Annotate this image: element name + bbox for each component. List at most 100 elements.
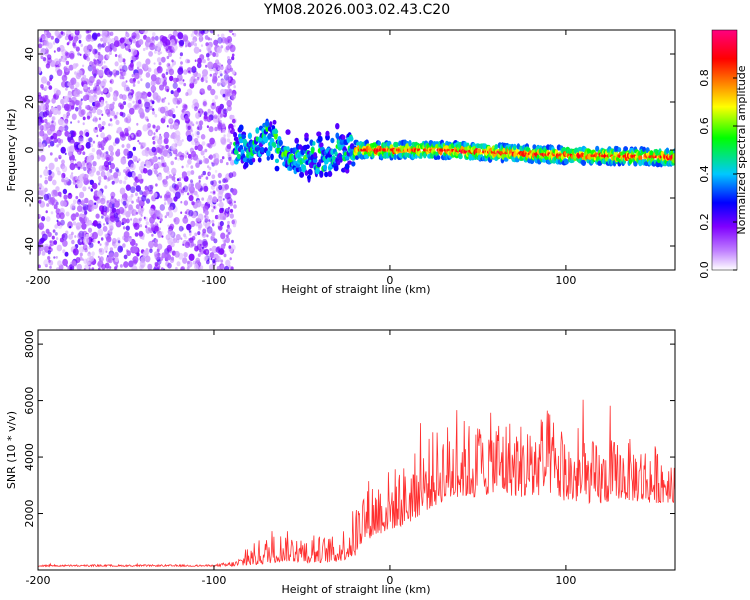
spectrogram-noise-cell — [44, 176, 47, 180]
spectrogram-noise-cell — [210, 257, 213, 261]
spectrogram-noise-cell — [179, 52, 183, 57]
spectrogram-noise-cell — [228, 30, 233, 33]
spectrogram-noise-cell — [66, 104, 72, 112]
spectrogram-noise-cell — [133, 222, 140, 230]
spectrogram-noise-cell — [189, 196, 194, 202]
spectrogram-noise-cell — [70, 139, 74, 144]
spectrogram-noise-cell — [90, 188, 94, 192]
spectrogram-noise-cell — [52, 41, 56, 45]
spectrogram-noise-cell — [74, 235, 77, 238]
spectrogram-noise-cell — [83, 258, 88, 264]
spectrogram-noise-cell — [132, 255, 139, 264]
spectrogram-noise-cell — [229, 202, 233, 207]
spectrogram-noise-cell — [217, 195, 223, 202]
spectrogram-noise-cell — [208, 154, 213, 160]
spectrogram-noise-cell — [92, 182, 98, 190]
spectrogram-signal-cell — [476, 148, 482, 154]
spectrogram-noise-cell — [139, 112, 145, 119]
spectrogram-noise-cell — [74, 180, 77, 183]
spectrogram-noise-cell — [103, 60, 106, 64]
spectrogram-noise-cell — [226, 192, 232, 200]
spectrogram-noise-cell — [68, 134, 72, 138]
spectrogram-signal-cell — [312, 141, 316, 146]
spectrogram-noise-cell — [139, 30, 144, 33]
spectrogram-noise-cell — [119, 104, 125, 110]
spectrogram-cells — [38, 30, 675, 270]
spectrogram-noise-cell — [127, 196, 133, 203]
spectrogram-noise-cell — [218, 184, 223, 191]
spectrogram-signal-cell — [238, 138, 244, 144]
spectrogram-noise-cell — [95, 88, 102, 95]
spectrogram-noise-cell — [185, 164, 189, 168]
spectrogram-noise-cell — [193, 30, 198, 35]
spectrogram-noise-cell — [133, 217, 138, 224]
spectrogram-noise-cell — [200, 150, 205, 156]
spectrogram-noise-cell — [172, 82, 178, 89]
spectrogram-noise-cell — [97, 255, 100, 259]
spectrogram-noise-cell — [110, 197, 116, 204]
spectrogram-noise-cell — [96, 170, 101, 176]
spectrogram-noise-cell — [109, 215, 116, 223]
spectrogram-noise-cell — [231, 114, 235, 119]
spectrogram-noise-cell — [166, 55, 170, 60]
spectrogram-noise-cell — [41, 233, 48, 241]
spectrogram-noise-cell — [44, 86, 48, 90]
spectrogram-noise-cell — [131, 32, 137, 39]
spectrogram-noise-cell — [137, 99, 142, 105]
spectrogram-noise-cell — [112, 46, 117, 52]
spectrogram-noise-cell — [152, 90, 155, 94]
spectrogram-noise-cell — [180, 61, 183, 65]
snr-panel: -200 -100 0 100 2000 4000 6000 8000 Height of s… — [5, 329, 676, 596]
spectrogram-noise-cell — [130, 193, 134, 198]
spectrogram-noise-cell — [190, 33, 194, 38]
spectrogram-noise-cell — [69, 192, 71, 196]
spectrogram-noise-cell — [86, 162, 89, 166]
spectrogram-noise-cell — [40, 84, 44, 89]
spectrogram-noise-cell — [76, 161, 83, 169]
spectrogram-noise-cell — [70, 213, 77, 221]
spectrogram-noise-cell — [163, 137, 169, 144]
spectrogram-noise-cell — [88, 86, 91, 90]
spectrogram-noise-cell — [89, 242, 94, 248]
spectrogram-noise-cell — [210, 88, 216, 96]
spectrogram-noise-cell — [142, 47, 146, 52]
spectrogram-noise-cell — [38, 43, 43, 49]
spectrogram-noise-cell — [103, 87, 108, 94]
spectrogram-noise-cell — [62, 201, 67, 207]
spectrogram-noise-cell — [231, 56, 235, 61]
spectrogram-signal-cell — [243, 162, 249, 168]
spectrogram-noise-cell — [220, 33, 225, 39]
spectrogram-noise-cell — [152, 124, 156, 129]
spectrogram-noise-cell — [217, 34, 220, 37]
spectrogram-noise-cell — [45, 216, 51, 222]
spectrogram-noise-cell — [187, 125, 191, 130]
spectrogram-noise-cell — [192, 72, 196, 77]
spectrogram-noise-cell — [92, 202, 99, 210]
spectrogram-noise-cell — [160, 267, 164, 270]
spectrogram-noise-cell — [135, 132, 139, 137]
spectrogram-noise-cell — [218, 189, 224, 195]
spectrogram-noise-cell — [88, 199, 94, 207]
spectrogram-noise-cell — [71, 172, 74, 175]
spectrogram-noise-cell — [224, 37, 229, 43]
spectrogram-noise-cell — [217, 67, 221, 71]
spectrogram-noise-cell — [161, 252, 167, 259]
spectrogram-noise-cell — [203, 157, 208, 164]
x-tick-label: 0 — [386, 574, 393, 587]
spectrogram-noise-cell — [77, 232, 83, 240]
spectrogram-noise-cell — [154, 169, 158, 175]
spectrogram-noise-cell — [86, 56, 91, 62]
spectrogram-noise-cell — [125, 31, 128, 34]
spectrogram-noise-cell — [98, 247, 105, 256]
spectrogram-noise-cell — [86, 261, 90, 266]
spectrogram-noise-cell — [186, 69, 188, 73]
spectrogram-noise-cell — [213, 68, 217, 72]
spectrogram-noise-cell — [53, 256, 56, 259]
spectrogram-noise-cell — [230, 159, 235, 166]
spectrogram-noise-cell — [146, 147, 150, 151]
spectrogram-noise-cell — [77, 205, 83, 213]
spectrogram-noise-cell — [78, 109, 85, 117]
spectrogram-noise-cell — [169, 124, 174, 130]
spectrogram-noise-cell — [73, 90, 79, 98]
spectrogram-noise-cell — [171, 64, 174, 67]
